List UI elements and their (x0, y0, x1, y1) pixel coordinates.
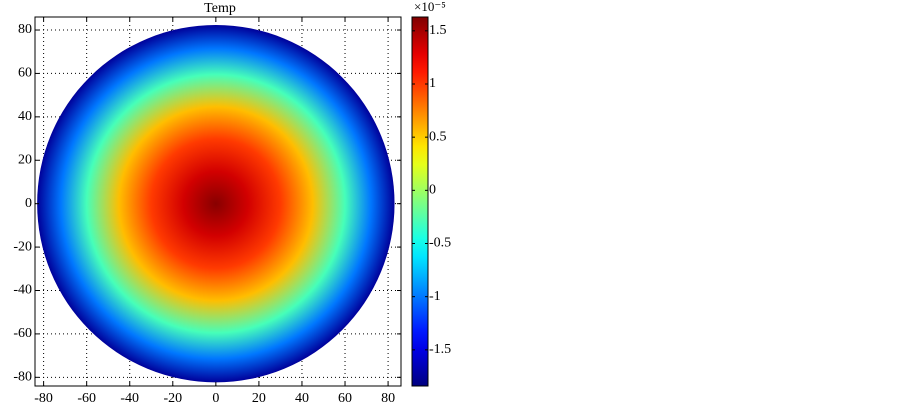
x-tick-label: 20 (252, 391, 266, 406)
x-tick-label: -60 (77, 391, 96, 406)
x-tick-label: 0 (212, 391, 219, 406)
colorbar (411, 16, 429, 387)
x-tick-label: -80 (34, 391, 53, 406)
y-tick-label: -80 (13, 370, 32, 385)
y-tick-label: 60 (18, 66, 32, 81)
colorbar-tick-label: 1.5 (429, 23, 447, 38)
colorbar-tick-label: 0 (429, 183, 436, 198)
x-tick-label: 60 (338, 391, 352, 406)
colorbar-tick-label: 0.5 (429, 129, 447, 144)
colorbar-tick-label: -1 (429, 289, 441, 304)
y-tick-label: 0 (25, 196, 32, 211)
colorbar-exponent: ×10⁻⁵ (414, 0, 446, 14)
colorbar-tick-label: -0.5 (429, 236, 451, 251)
y-tick-label: -40 (13, 283, 32, 298)
x-tick-label: 80 (381, 391, 395, 406)
colorbar-tick-label: -1.5 (429, 342, 451, 357)
axes-box (34, 16, 402, 387)
x-tick-label: -20 (163, 391, 182, 406)
colorbar-tick-label: 1 (429, 76, 436, 91)
y-tick-label: 20 (18, 152, 32, 167)
chart-title: Temp (204, 1, 236, 16)
y-tick-label: 80 (18, 22, 32, 37)
heatmap-disk (37, 24, 395, 383)
y-tick-label: -60 (13, 326, 32, 341)
y-tick-label: 40 (18, 109, 32, 124)
y-tick-label: -20 (13, 239, 32, 254)
x-tick-label: -40 (120, 391, 139, 406)
x-tick-label: 40 (295, 391, 309, 406)
